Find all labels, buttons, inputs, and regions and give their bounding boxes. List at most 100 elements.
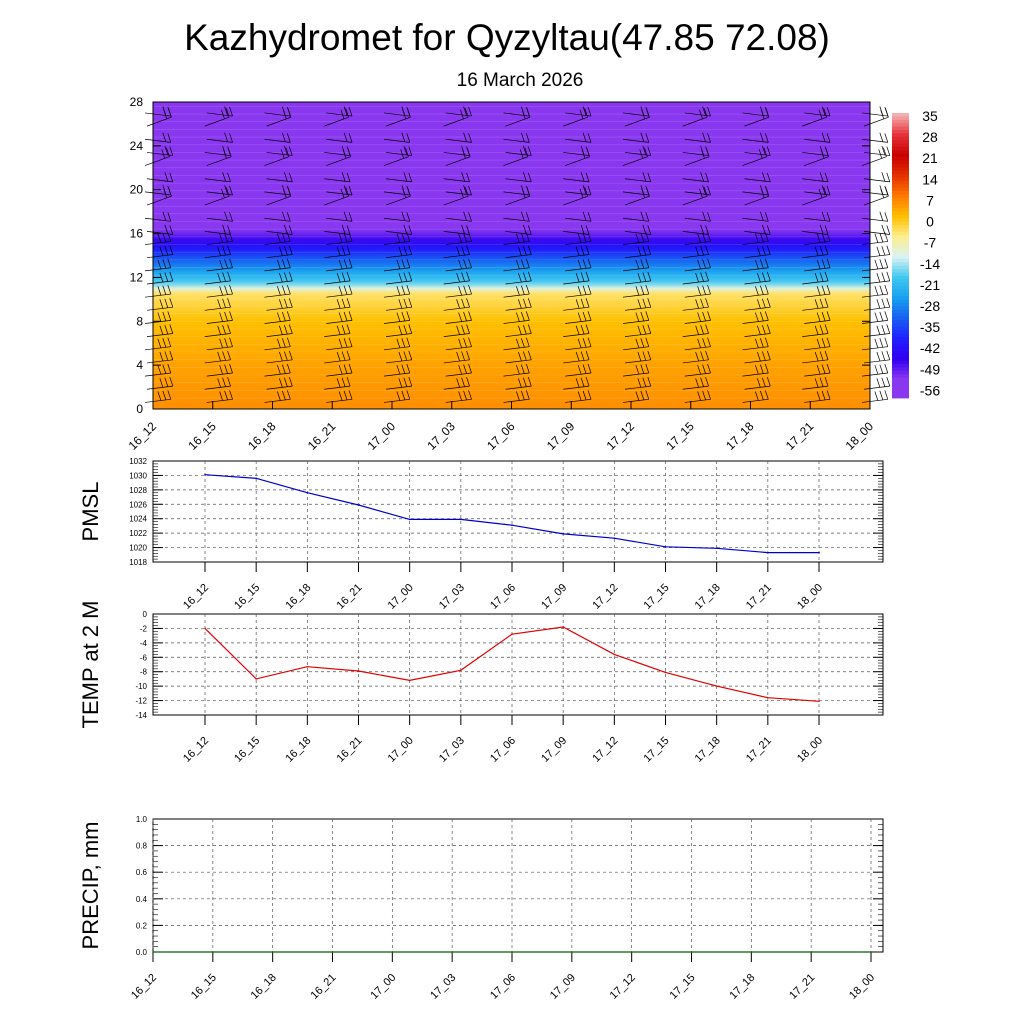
wind-barb-shaft (324, 359, 351, 364)
wind-barb-shaft (206, 267, 233, 272)
wind-barb-shaft (742, 112, 769, 117)
colorbar-segment (892, 286, 909, 290)
precip-x-tick-label: 16_21 (309, 972, 339, 1002)
wind-barb-flag (884, 363, 889, 374)
wind-barb-flag (695, 272, 699, 283)
wind-barb-flag (884, 284, 889, 295)
wind-barb-shaft (682, 178, 709, 183)
wind-barb-flag (159, 325, 164, 335)
colorbar-segment (892, 194, 909, 199)
wind-barb-flag (288, 245, 293, 255)
wind-barb-flag (647, 324, 652, 334)
wind-barb-flag (645, 212, 650, 222)
wind-barb-flag (884, 311, 889, 321)
precip-x-tick-label: 17_12 (608, 972, 638, 1002)
wind-barb-shaft (863, 178, 890, 183)
wind-barb-flag (577, 338, 582, 348)
precip-x-tick-label: 17_09 (548, 972, 578, 1002)
wind-barb-flag (461, 224, 465, 235)
wind-barb-flag (468, 390, 472, 400)
wind-barb-shaft (204, 195, 230, 206)
wind-barb-flag (408, 350, 413, 360)
pmsl-data-point (306, 491, 309, 494)
pmsl-panel: 1018 1020 1022 1024 1026 1028 1030 1032 16_12 16_… (78, 457, 884, 612)
wind-barb-shaft (204, 385, 231, 390)
wind-barb-flag (580, 325, 585, 335)
wind-barb-flag (824, 350, 829, 360)
wind-barb-shaft (443, 178, 470, 183)
wind-barb-shaft (742, 346, 769, 351)
wind-barb-flag (406, 133, 411, 143)
wind-barb-shaft (565, 112, 592, 117)
wind-barb-flag (707, 106, 711, 117)
wind-barb-shaft (624, 385, 651, 390)
wind-barb-flag (518, 351, 522, 362)
wind-barb-flag (697, 286, 701, 296)
wind-barb-shaft (443, 116, 469, 127)
wind-barb-shaft (503, 217, 530, 222)
wind-barb-flag (762, 172, 766, 182)
wind-barb-flag (288, 225, 293, 235)
colorbar-segment (892, 360, 909, 365)
colorbar-segment (892, 221, 909, 226)
wind-barb-flag (169, 324, 174, 334)
precip-data-point (451, 951, 453, 953)
wind-barb-flag (408, 271, 413, 282)
wind-barb-flag (461, 377, 465, 387)
wind-barb-flag (456, 299, 460, 309)
wind-barb-shaft (624, 306, 651, 311)
wind-barb-shaft (144, 191, 171, 196)
wind-barb-flag (523, 145, 527, 156)
wind-barb-flag (700, 298, 704, 308)
wind-barb-flag (819, 351, 824, 361)
wind-barb-flag (341, 272, 346, 282)
wind-barb-flag (523, 246, 527, 256)
wind-barb-flag (760, 106, 764, 116)
wind-barb-shaft (804, 217, 831, 222)
wind-barb-shaft (204, 359, 231, 364)
wind-barb-flag (219, 391, 223, 401)
wind-barb-flag (162, 106, 167, 116)
colorbar: 35 28 21 14 7 0 -7 -14 -21 -28 -35 -42 -49 -56 (892, 108, 940, 398)
colorbar-segment (892, 163, 909, 168)
wind-barb-shaft (565, 138, 592, 143)
wind-barb-flag (527, 225, 532, 235)
wind-barb-flag (229, 106, 233, 117)
wind-barb-flag (764, 363, 769, 374)
wind-barb-flag (881, 325, 886, 335)
wind-barb-flag (167, 258, 172, 268)
wind-barb-flag (456, 351, 460, 362)
wind-barb-flag (819, 377, 824, 387)
wind-barb-shaft (324, 385, 351, 390)
precip-x-tick-label: 17_06 (488, 972, 518, 1002)
wind-barb-flag (282, 185, 286, 195)
wind-barb-flag (757, 246, 761, 256)
wind-barb-flag (697, 365, 701, 375)
wind-barb-flag (456, 378, 460, 388)
wind-barb-flag (224, 259, 228, 269)
wind-barb-flag (224, 106, 228, 116)
wind-barb-flag (401, 390, 406, 401)
wind-barb-shaft (266, 195, 292, 206)
wind-barb-flag (229, 390, 233, 400)
wind-barb-shaft (804, 346, 831, 351)
wind-barb-shaft (622, 320, 649, 324)
temp-frame (152, 613, 884, 716)
wind-barb-flag (463, 232, 467, 243)
wind-barb-flag (702, 232, 706, 243)
wind-barb-shaft (565, 320, 592, 324)
wind-barb-shaft (742, 156, 768, 166)
wind-barb-shaft (445, 398, 472, 403)
wind-barb-flag (516, 259, 520, 270)
wind-barb-flag (229, 337, 233, 347)
wind-barb-flag (766, 377, 771, 387)
wind-barb-flag (647, 225, 652, 235)
wind-barb-flag (396, 286, 401, 296)
colorbar-segment (892, 381, 909, 385)
wind-barb-flag (757, 325, 761, 335)
wind-barb-flag (876, 272, 881, 283)
wind-barb-shaft (204, 306, 231, 311)
wind-barb-flag (585, 377, 590, 387)
wind-barb-flag (167, 212, 172, 222)
wind-barb-flag (162, 132, 167, 142)
